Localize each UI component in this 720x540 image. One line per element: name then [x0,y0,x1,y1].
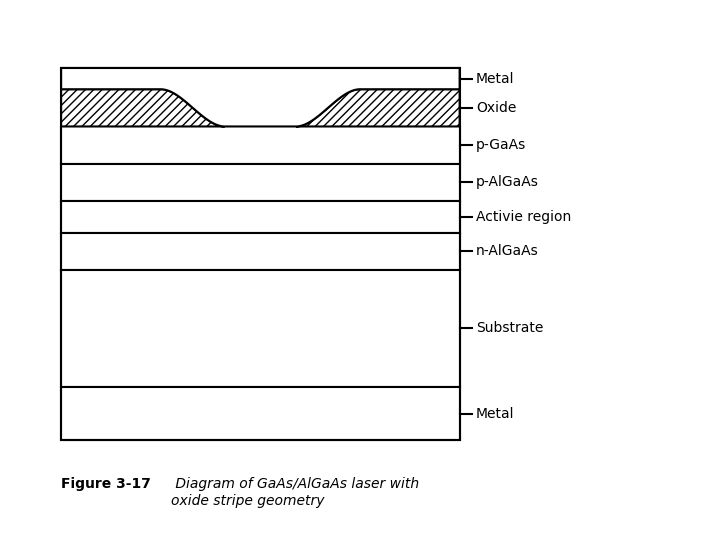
Bar [61,164,459,201]
Bar [61,387,459,440]
Bar [61,201,459,233]
Text: Diagram of GaAs/AlGaAs laser with
oxide stripe geometry: Diagram of GaAs/AlGaAs laser with oxide … [171,477,420,508]
Text: Metal: Metal [476,407,515,421]
Bar [61,68,459,440]
Text: Metal: Metal [476,72,515,86]
Text: Oxide: Oxide [476,101,516,115]
Text: Substrate: Substrate [476,321,544,335]
Text: Activie region: Activie region [476,210,571,224]
Text: Figure 3-17: Figure 3-17 [61,477,151,491]
Bar [61,270,459,387]
Polygon shape [296,89,459,126]
Bar [61,126,459,164]
Polygon shape [61,68,459,126]
Text: p-GaAs: p-GaAs [476,138,526,152]
Text: n-AlGaAs: n-AlGaAs [476,245,539,259]
Text: p-AlGaAs: p-AlGaAs [476,176,539,190]
Polygon shape [61,89,225,126]
Bar [61,233,459,270]
